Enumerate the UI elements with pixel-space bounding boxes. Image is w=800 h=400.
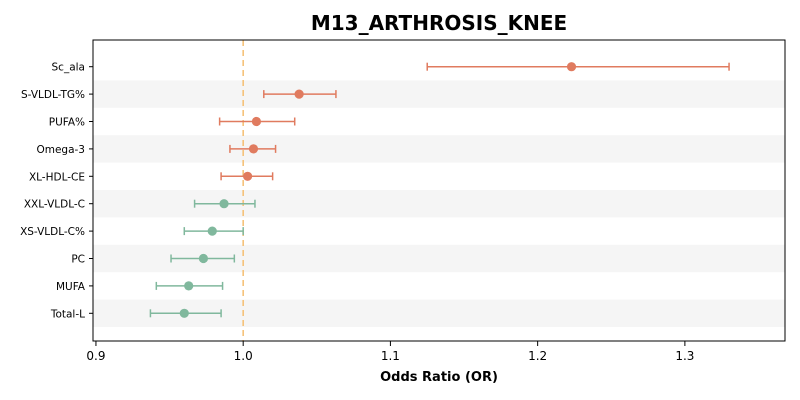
y-tick-label: Total-L	[50, 308, 85, 320]
row-band	[93, 135, 785, 163]
or-point	[184, 281, 194, 291]
chart-title: M13_ARTHROSIS_KNEE	[311, 11, 567, 35]
y-tick-label: Omega-3	[36, 144, 85, 156]
y-tick-label: PC	[71, 254, 85, 266]
y-tick-label: XXL-VLDL-C	[24, 199, 85, 211]
or-point	[207, 226, 217, 236]
or-point	[219, 199, 229, 209]
y-tick-label: Sc_ala	[52, 62, 85, 74]
y-tick-label: XS-VLDL-C%	[20, 226, 85, 238]
or-point	[242, 171, 253, 181]
x-axis: 0.9 1.0 1.1 1.2 1.3	[86, 341, 694, 363]
or-point	[198, 253, 209, 264]
x-tick-label: 1.3	[675, 349, 694, 363]
plot-frame	[92, 39, 786, 342]
or-point	[248, 144, 259, 154]
x-tick-label: 1.2	[528, 349, 547, 363]
or-point	[294, 89, 304, 99]
y-axis: Sc_ala S-VLDL-TG% PUFA% Omega-3 XL-HDL-CE XXL…	[20, 62, 93, 320]
x-tick-label: 1.0	[234, 349, 253, 363]
y-tick-label: MUFA	[56, 281, 86, 293]
y-tick-label: PUFA%	[49, 117, 85, 129]
row-band	[93, 80, 785, 108]
x-tick-label: 1.1	[381, 349, 400, 363]
or-point	[179, 308, 189, 318]
or-point	[251, 116, 262, 127]
y-tick-label: S-VLDL-TG%	[21, 89, 85, 101]
or-point	[566, 62, 577, 72]
data-marks	[149, 62, 730, 318]
x-tick-label: 0.9	[86, 349, 105, 363]
x-axis-label: Odds Ratio (OR)	[380, 370, 498, 385]
y-tick-label: XL-HDL-CE	[29, 171, 85, 183]
